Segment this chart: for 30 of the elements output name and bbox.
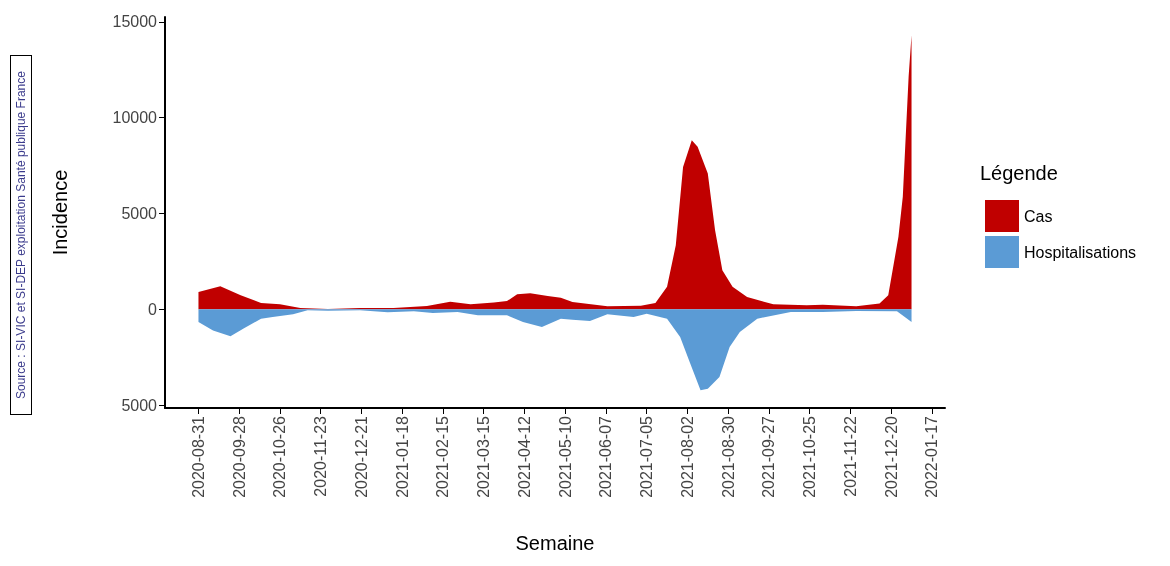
y-axis-title: Incidence — [49, 169, 71, 256]
x-tick-label: 2021-03-15 — [475, 415, 493, 498]
legend-label: Hospitalisations — [1024, 243, 1137, 261]
y-tick-label: 10000 — [112, 109, 158, 127]
x-tick-label: 2020-08-31 — [189, 415, 207, 498]
x-tick-label: 2021-02-15 — [434, 415, 452, 498]
source-note: Source : SI-VIC et SI-DEP exploitation Santé publique France — [14, 71, 28, 399]
x-tick-label: 2021-08-02 — [678, 415, 696, 498]
x-tick-label: 2021-06-07 — [597, 415, 615, 498]
x-tick-label: 2020-12-21 — [352, 415, 370, 498]
x-tick-label: 2021-12-20 — [882, 415, 900, 498]
y-tick-label: 0 — [148, 300, 158, 318]
x-tick-label: 2022-01-17 — [923, 415, 941, 498]
x-tick-label: 2020-10-26 — [271, 415, 289, 498]
x-tick-label: 2021-09-27 — [760, 415, 778, 498]
x-tick-label: 2020-09-28 — [230, 415, 248, 498]
x-tick-label: 2021-05-10 — [556, 415, 574, 498]
x-axis-title: Semaine — [515, 532, 595, 554]
x-tick-label: 2021-08-30 — [719, 415, 737, 498]
x-tick-label: 2021-07-05 — [638, 415, 656, 498]
x-tick-label: 2021-11-22 — [841, 415, 859, 497]
y-tick-label: 15000 — [112, 13, 158, 31]
y-tick-label: 5000 — [121, 204, 158, 222]
y-tick-label: 5000 — [121, 396, 158, 414]
x-tick-label: 2021-04-12 — [515, 415, 533, 498]
x-tick-label: 2020-11-23 — [312, 415, 330, 497]
x-tick-label: 2021-01-18 — [393, 415, 411, 498]
x-tick-label: 2021-10-25 — [801, 415, 819, 498]
legend-label: Cas — [1024, 207, 1053, 225]
legend-title: Légende — [980, 162, 1058, 185]
